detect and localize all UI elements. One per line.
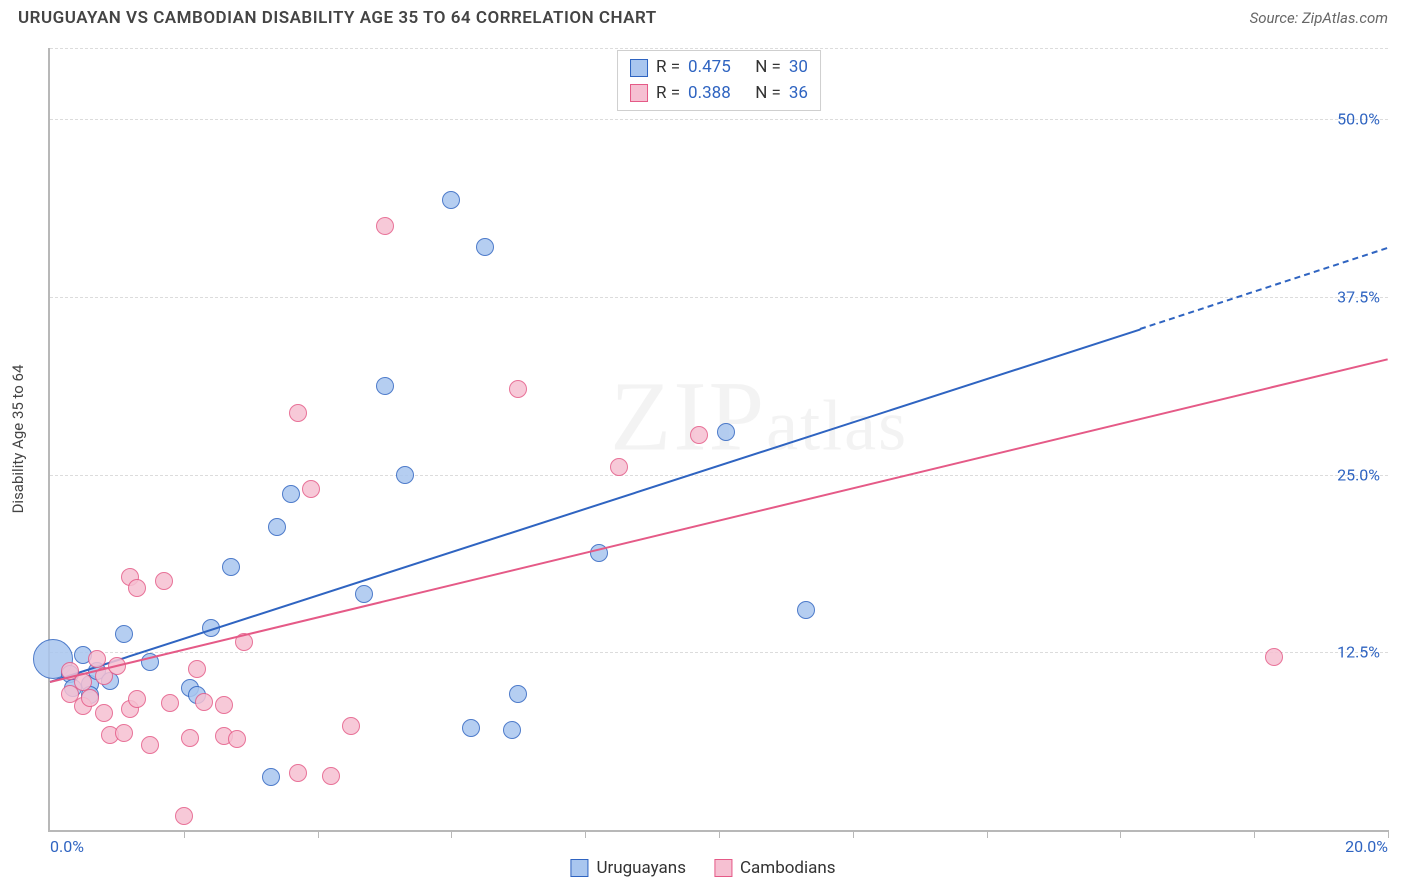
legend-stats-row: R = 0.475 N = 30 [630,55,808,81]
scatter-point [181,729,199,747]
scatter-point [175,807,193,825]
scatter-point [262,768,280,786]
series-legend: Uruguayans Cambodians [570,858,835,878]
x-tick [1388,830,1389,838]
legend-stats-row: R = 0.388 N = 36 [630,81,808,107]
gridline [50,119,1388,120]
scatter-point [509,380,527,398]
scatter-point [215,696,233,714]
scatter-point [222,558,240,576]
scatter-point [128,579,146,597]
scatter-point [282,485,300,503]
scatter-point [797,601,815,619]
correlation-scatter-chart: Disability Age 35 to 64 ZIPatlas R = 0.4… [48,48,1388,832]
scatter-point [228,730,246,748]
legend-swatch-icon [630,84,648,102]
x-tick [1254,830,1255,838]
scatter-point [302,480,320,498]
scatter-point [717,423,735,441]
scatter-point [195,693,213,711]
legend-item: Uruguayans [570,858,686,878]
x-axis-origin-label: 0.0% [50,837,84,856]
gridline [50,48,1388,49]
x-axis-max-label: 20.0% [1345,837,1388,856]
scatter-point [1265,648,1283,666]
scatter-point [322,767,340,785]
x-tick [853,830,854,838]
legend-swatch-icon [630,59,648,77]
scatter-point [396,466,414,484]
x-tick [318,830,319,838]
x-tick [1120,830,1121,838]
scatter-point [289,764,307,782]
y-tick-label: 50.0% [1337,110,1380,129]
scatter-point [81,689,99,707]
scatter-point [376,377,394,395]
y-tick-label: 12.5% [1337,643,1380,662]
scatter-point [376,217,394,235]
scatter-point [115,625,133,643]
scatter-point [268,518,286,536]
legend-stats-box: R = 0.475 N = 30R = 0.388 N = 36 [617,50,821,111]
scatter-point [289,404,307,422]
scatter-point [141,736,159,754]
scatter-point [128,690,146,708]
scatter-point [610,458,628,476]
trend-line [50,358,1388,683]
page-title: URUGUAYAN VS CAMBODIAN DISABILITY AGE 35… [18,8,657,28]
source-credit: Source: ZipAtlas.com [1250,9,1388,27]
y-axis-label: Disability Age 35 to 64 [9,365,27,514]
scatter-point [476,238,494,256]
scatter-point [95,704,113,722]
scatter-point [161,694,179,712]
scatter-point [342,717,360,735]
scatter-point [509,685,527,703]
watermark: ZIPatlas [610,358,908,473]
scatter-point [690,426,708,444]
scatter-point [442,191,460,209]
x-tick [987,830,988,838]
scatter-point [155,572,173,590]
scatter-point [503,721,521,739]
trend-line [50,328,1141,683]
gridline [50,297,1388,298]
x-tick [585,830,586,838]
scatter-point [462,719,480,737]
scatter-point [88,650,106,668]
scatter-point [355,585,373,603]
gridline [50,652,1388,653]
legend-swatch-icon [714,859,732,877]
x-tick [719,830,720,838]
x-tick [451,830,452,838]
scatter-point [188,660,206,678]
gridline [50,475,1388,476]
scatter-point [115,724,133,742]
y-tick-label: 25.0% [1337,465,1380,484]
legend-item: Cambodians [714,858,836,878]
legend-swatch-icon [570,859,588,877]
x-tick [184,830,185,838]
y-tick-label: 37.5% [1337,287,1380,306]
